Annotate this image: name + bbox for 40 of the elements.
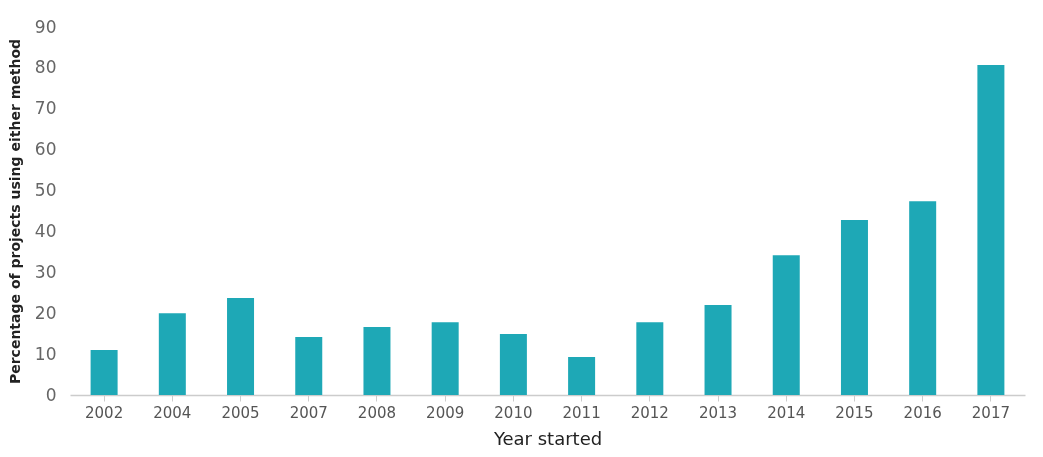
y-tick-label: 70 [34,98,57,119]
x-tick-label: 2004 [153,403,192,422]
y-tick-label: 40 [34,220,57,241]
bar [909,201,937,395]
x-tick-label: 2008 [357,403,397,422]
bar [636,322,664,395]
x-tick-label: 2002 [85,403,124,422]
y-tick-label: 0 [45,384,57,405]
bar [840,220,868,395]
bar [499,334,527,395]
x-tick-label: 2017 [971,403,1010,422]
y-tick-label: 80 [34,57,57,78]
y-tick-label: 60 [34,139,57,160]
x-tick-label: 2010 [494,403,533,422]
x-tick-label: 2015 [835,403,874,422]
y-tick-label: 30 [34,261,57,282]
y-tick-label: 90 [34,16,57,37]
bar [158,313,186,395]
y-tick-label: 10 [34,343,57,364]
x-tick-label: 2007 [289,403,328,422]
bar [363,327,391,395]
x-tick-label: 2016 [903,403,942,422]
bar [977,65,1005,395]
bar [227,298,255,395]
x-tick-label: 2012 [630,403,669,422]
bar [772,255,800,395]
x-tick-label: 2011 [562,403,601,422]
x-tick-label: 2014 [767,403,806,422]
y-tick-label: 20 [34,302,57,323]
bar [431,322,459,395]
x-tick-label: 2009 [426,403,465,422]
y-tick-label: 50 [34,180,57,201]
x-tick-label: 2013 [698,403,738,422]
bar [704,305,732,395]
y-axis-title: Percentage of projects using either method [6,38,23,385]
x-axis-title: Year started [492,427,603,449]
bar [295,336,323,395]
bar [90,350,118,395]
x-tick-label: 2005 [221,403,260,422]
bar [568,356,596,395]
